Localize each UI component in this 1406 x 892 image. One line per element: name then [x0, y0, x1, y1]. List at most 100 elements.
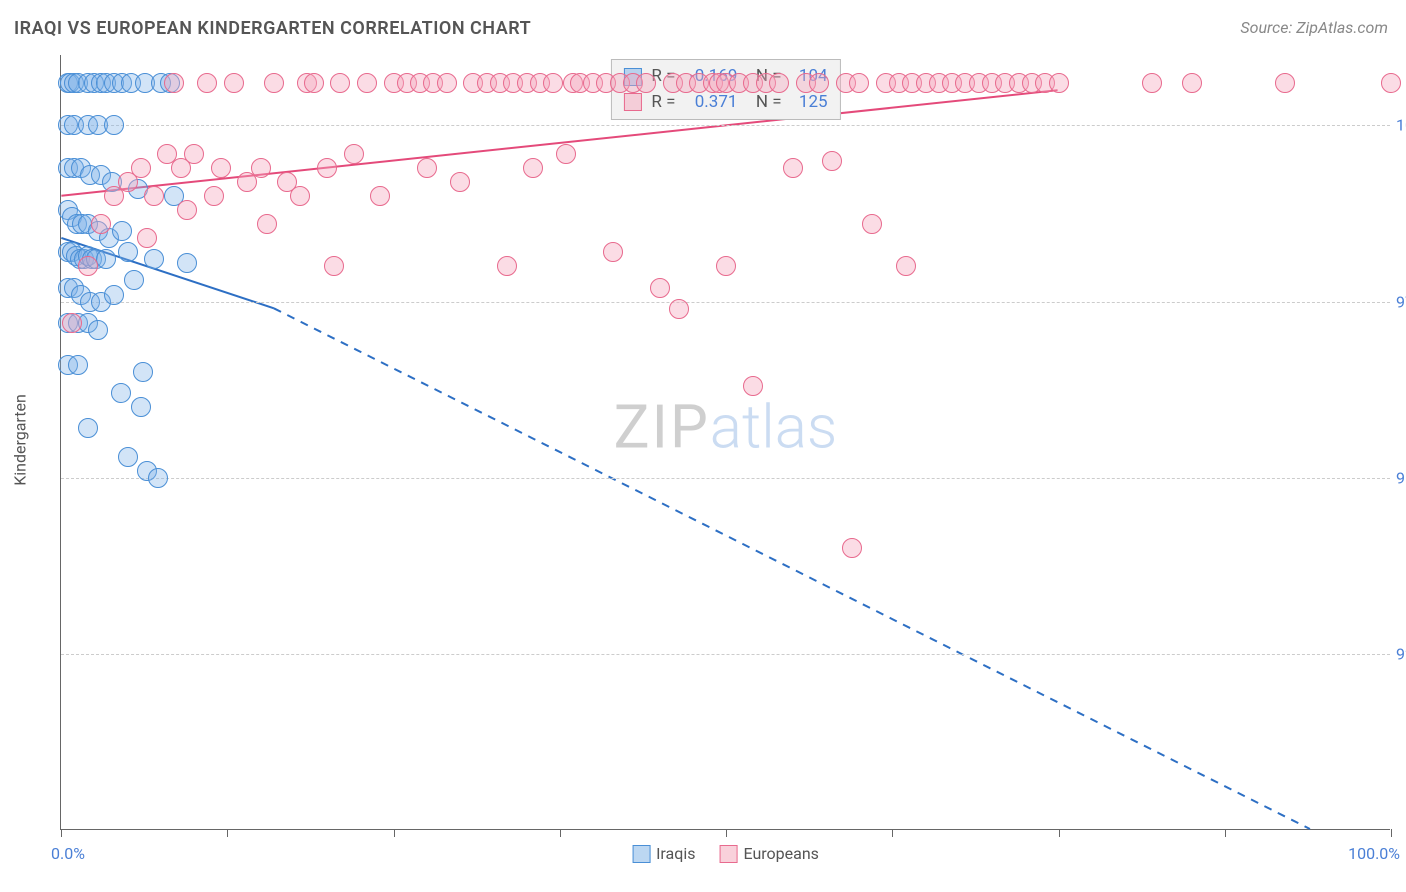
scatter-point-europeans	[344, 144, 364, 164]
scatter-point-iraqis	[118, 242, 138, 262]
scatter-point-europeans	[842, 538, 862, 558]
stats-swatch-europeans	[623, 93, 641, 111]
chart-container: IRAQI VS EUROPEAN KINDERGARTEN CORRELATI…	[0, 0, 1406, 892]
scatter-point-iraqis	[68, 355, 88, 375]
scatter-point-europeans	[184, 144, 204, 164]
scatter-point-europeans	[716, 256, 736, 276]
scatter-point-europeans	[204, 186, 224, 206]
x-tick	[227, 829, 228, 837]
scatter-point-europeans	[669, 299, 689, 319]
scatter-point-iraqis	[112, 221, 132, 241]
plot-area: ZIPatlas R = -0.169 N = 104 R = 0.371 N …	[60, 55, 1390, 830]
scatter-point-europeans	[543, 73, 563, 93]
x-tick	[726, 829, 727, 837]
stats-row-europeans: R = 0.371 N = 125	[623, 90, 827, 116]
scatter-point-europeans	[1381, 73, 1401, 93]
x-tick	[560, 829, 561, 837]
legend-label-iraqis: Iraqis	[656, 844, 695, 863]
scatter-point-iraqis	[96, 249, 116, 269]
scatter-point-iraqis	[148, 468, 168, 488]
scatter-point-europeans	[1182, 73, 1202, 93]
scatter-point-europeans	[636, 73, 656, 93]
scatter-point-europeans	[290, 186, 310, 206]
scatter-point-europeans	[822, 151, 842, 171]
scatter-point-europeans	[1275, 73, 1295, 93]
scatter-point-iraqis	[144, 249, 164, 269]
scatter-point-europeans	[317, 158, 337, 178]
r-value-europeans: 0.371	[685, 90, 737, 116]
x-tick	[61, 829, 62, 837]
scatter-point-iraqis	[124, 270, 144, 290]
scatter-point-iraqis	[133, 362, 153, 382]
grid-line	[61, 654, 1390, 655]
chart-title: IRAQI VS EUROPEAN KINDERGARTEN CORRELATI…	[14, 18, 531, 39]
y-axis-title: Kindergarten	[11, 394, 30, 486]
scatter-point-iraqis	[131, 397, 151, 417]
x-axis-max-label: 100.0%	[1348, 844, 1400, 863]
scatter-point-europeans	[131, 158, 151, 178]
scatter-point-europeans	[164, 73, 184, 93]
scatter-point-europeans	[417, 158, 437, 178]
scatter-point-iraqis	[177, 253, 197, 273]
y-tick-label: 92.5%	[1396, 644, 1406, 663]
legend-item-europeans: Europeans	[719, 844, 818, 863]
n-value-europeans: 125	[792, 90, 828, 116]
scatter-point-europeans	[769, 73, 789, 93]
scatter-point-europeans	[556, 144, 576, 164]
legend-item-iraqis: Iraqis	[632, 844, 695, 863]
grid-line	[61, 478, 1390, 479]
trend-line	[274, 308, 1310, 829]
x-tick	[394, 829, 395, 837]
scatter-point-europeans	[91, 214, 111, 234]
n-label: N =	[747, 90, 781, 116]
scatter-point-europeans	[523, 158, 543, 178]
x-tick	[1225, 829, 1226, 837]
scatter-point-europeans	[603, 242, 623, 262]
scatter-point-europeans	[1049, 73, 1069, 93]
scatter-point-europeans	[862, 214, 882, 234]
scatter-point-europeans	[62, 313, 82, 333]
grid-line	[61, 125, 1390, 126]
scatter-point-europeans	[357, 73, 377, 93]
scatter-point-europeans	[896, 256, 916, 276]
scatter-point-iraqis	[104, 285, 124, 305]
scatter-point-iraqis	[111, 383, 131, 403]
legend-swatch-europeans	[719, 845, 737, 863]
scatter-point-europeans	[497, 256, 517, 276]
x-tick	[1391, 829, 1392, 837]
scatter-point-europeans	[304, 73, 324, 93]
scatter-point-europeans	[144, 186, 164, 206]
scatter-point-iraqis	[88, 320, 108, 340]
source-label: Source: ZipAtlas.com	[1240, 18, 1388, 37]
scatter-point-europeans	[177, 200, 197, 220]
scatter-point-europeans	[251, 158, 271, 178]
scatter-point-europeans	[78, 256, 98, 276]
scatter-point-europeans	[257, 214, 277, 234]
legend-swatch-iraqis	[632, 845, 650, 863]
scatter-point-europeans	[437, 73, 457, 93]
scatter-point-iraqis	[104, 115, 124, 135]
x-tick	[1059, 829, 1060, 837]
scatter-point-europeans	[809, 73, 829, 93]
trend-line	[61, 90, 1057, 196]
scatter-point-europeans	[650, 278, 670, 298]
scatter-point-europeans	[324, 256, 344, 276]
bottom-legend: Iraqis Europeans	[632, 844, 819, 863]
x-axis-min-label: 0.0%	[51, 844, 85, 863]
legend-label-europeans: Europeans	[743, 844, 818, 863]
scatter-point-europeans	[211, 158, 231, 178]
scatter-point-europeans	[330, 73, 350, 93]
scatter-point-iraqis	[118, 447, 138, 467]
x-tick	[892, 829, 893, 837]
scatter-point-europeans	[224, 73, 244, 93]
scatter-point-iraqis	[78, 418, 98, 438]
scatter-point-europeans	[1142, 73, 1162, 93]
scatter-point-europeans	[264, 73, 284, 93]
scatter-point-europeans	[197, 73, 217, 93]
scatter-point-europeans	[849, 73, 869, 93]
scatter-point-europeans	[783, 158, 803, 178]
scatter-point-europeans	[137, 228, 157, 248]
y-tick-label: 97.5%	[1396, 292, 1406, 311]
r-label: R =	[651, 90, 675, 116]
scatter-point-europeans	[450, 172, 470, 192]
